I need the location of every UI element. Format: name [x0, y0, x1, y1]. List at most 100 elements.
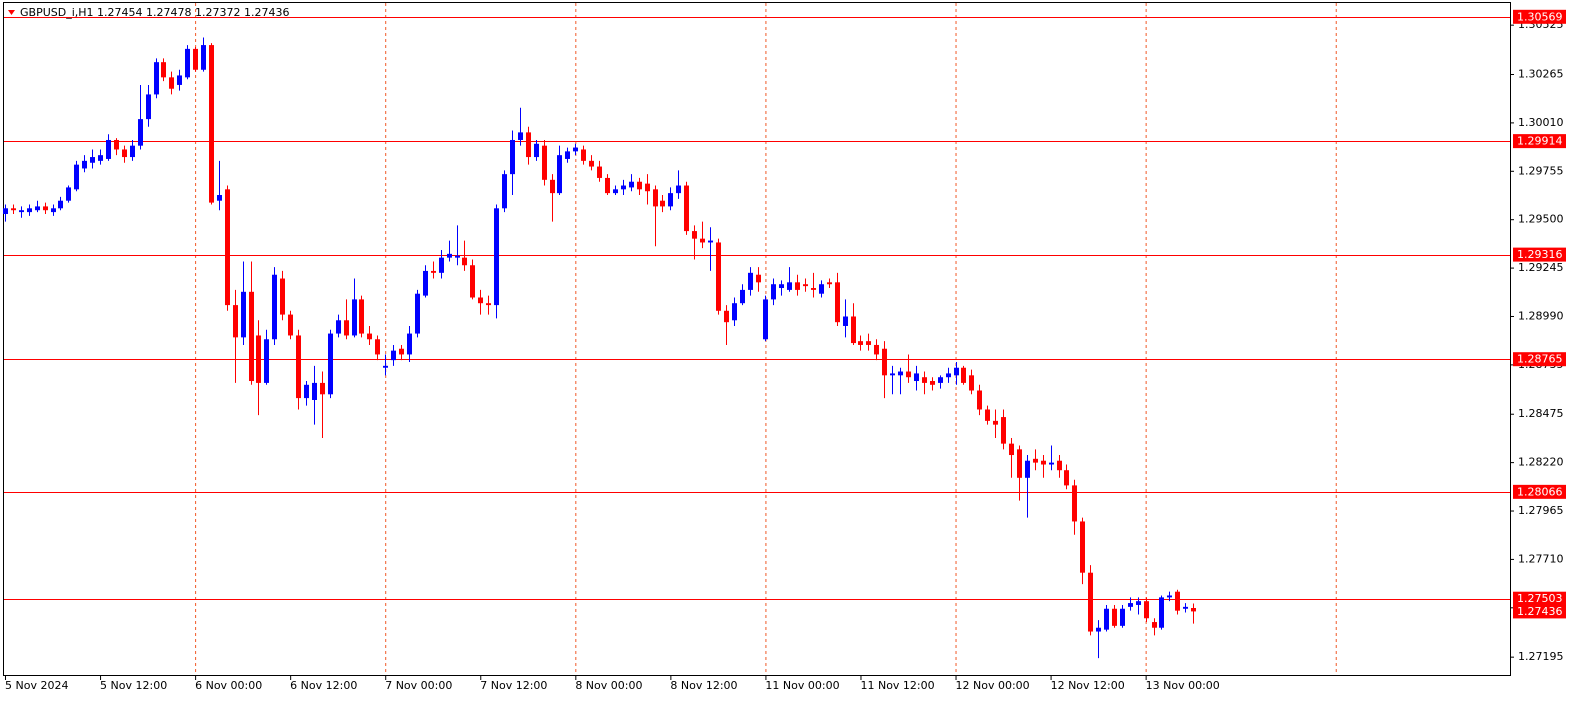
candle-body	[637, 181, 642, 190]
candle-body	[732, 303, 737, 321]
y-tick-label: 1.28990	[1518, 309, 1564, 322]
level-box	[1513, 247, 1566, 262]
candle-body	[1009, 443, 1014, 456]
candle-body	[209, 45, 214, 203]
bid-label: 1.27436	[1517, 605, 1563, 618]
candle-body	[161, 62, 166, 78]
level-box	[1513, 484, 1566, 499]
candle-body	[1128, 603, 1133, 607]
candle-body	[352, 299, 357, 336]
candle-body	[1080, 521, 1085, 573]
candle-body	[312, 382, 317, 400]
candle-body	[700, 238, 705, 243]
candle-body	[233, 305, 238, 338]
candle-body	[447, 253, 452, 258]
candle-body	[993, 420, 998, 425]
candle-body	[1017, 449, 1022, 478]
candle-body	[1112, 608, 1117, 626]
candle-body	[272, 274, 277, 340]
candle-body	[542, 145, 547, 180]
candle-body	[621, 185, 626, 190]
candle-body	[74, 164, 79, 190]
candle-body	[692, 231, 697, 239]
candle-body	[882, 348, 887, 376]
x-tick-label: 13 Nov 00:00	[1146, 679, 1220, 692]
candle-body	[90, 157, 95, 163]
candle-body	[779, 284, 784, 289]
candle-body	[201, 45, 206, 70]
candle-body	[264, 339, 269, 383]
candle-body	[122, 149, 127, 158]
candle-body	[922, 377, 927, 383]
title-marker	[8, 10, 15, 15]
candle-body	[977, 390, 982, 410]
x-tick-label: 8 Nov 12:00	[670, 679, 737, 692]
candle-body	[114, 139, 119, 150]
candle-body	[518, 132, 523, 140]
candle-body	[415, 293, 420, 334]
candle-body	[288, 314, 293, 336]
x-tick-label: 11 Nov 12:00	[860, 679, 934, 692]
candle-body	[827, 282, 832, 285]
level-label: 1.29316	[1517, 248, 1563, 261]
x-tick-label: 12 Nov 00:00	[956, 679, 1030, 692]
y-tick-label: 1.29245	[1518, 261, 1564, 274]
y-tick-label: 1.27965	[1518, 504, 1564, 517]
candle-body	[890, 373, 895, 376]
candle-body	[1136, 601, 1141, 605]
candle-body	[407, 333, 412, 355]
candle-body	[423, 270, 428, 296]
candle-body	[676, 185, 681, 194]
candle-body	[1072, 485, 1077, 522]
candle-body	[835, 282, 840, 323]
candle-body	[534, 143, 539, 158]
chart-title: GBPUSD_i,H1 1.27454 1.27478 1.27372 1.27…	[20, 6, 289, 19]
candle-body	[193, 48, 198, 70]
level-box	[1513, 134, 1566, 149]
candle-body	[154, 62, 159, 95]
candle-body	[367, 333, 372, 340]
candle-body	[581, 149, 586, 161]
candle-body	[249, 291, 254, 382]
candle-body	[241, 291, 246, 338]
candle-body	[11, 208, 16, 211]
candle-body	[462, 257, 467, 266]
candle-body	[946, 373, 951, 378]
candle-body	[954, 367, 959, 376]
candle-body	[336, 320, 341, 334]
candle-body	[1064, 470, 1069, 486]
candle-body	[470, 265, 475, 298]
candle-body	[938, 377, 943, 383]
candle-body	[795, 282, 800, 290]
candle-body	[1183, 606, 1188, 609]
candle-body	[256, 335, 261, 383]
level-label: 1.28765	[1517, 353, 1563, 366]
x-tick-label: 12 Nov 12:00	[1051, 679, 1125, 692]
candle-body	[1096, 627, 1101, 632]
x-tick-label: 6 Nov 12:00	[290, 679, 357, 692]
candle-body	[906, 371, 911, 378]
candle-body	[748, 272, 753, 290]
y-tick-label: 1.28475	[1518, 407, 1564, 420]
y-tick-label: 1.28220	[1518, 456, 1564, 469]
candle-body	[771, 284, 776, 300]
x-tick-label: 11 Nov 00:00	[765, 679, 839, 692]
bid-box	[1513, 604, 1566, 619]
candle-body	[653, 189, 658, 207]
level-label: 1.30569	[1517, 10, 1563, 23]
level-label: 1.28066	[1517, 485, 1563, 498]
candle-body	[478, 297, 483, 304]
candle-body	[557, 155, 562, 194]
candle-body	[605, 177, 610, 194]
candle-body	[320, 382, 325, 395]
candle-body	[573, 147, 578, 152]
candle-body	[1001, 417, 1006, 444]
candle-body	[874, 344, 879, 355]
candle-body	[1175, 591, 1180, 611]
candle-body	[985, 409, 990, 421]
candle-body	[58, 200, 63, 209]
candle-body	[858, 341, 863, 345]
candle-body	[146, 94, 151, 120]
